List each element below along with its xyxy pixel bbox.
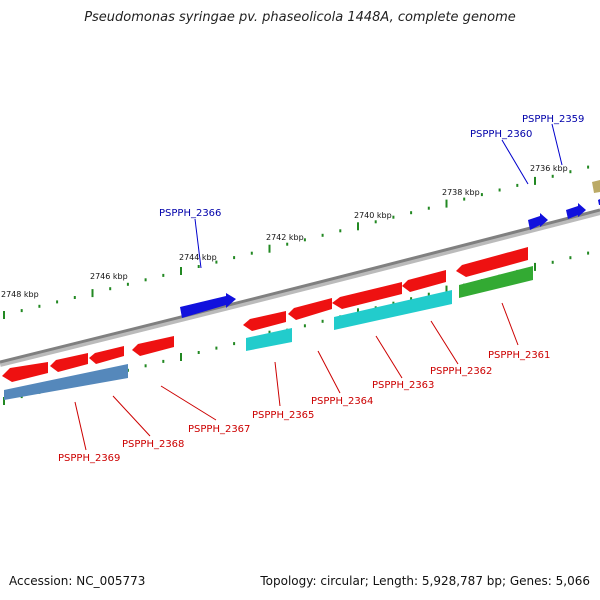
accession-text: Accession: NC_005773 [9, 574, 146, 588]
gene-pspph-2360[interactable] [528, 213, 548, 230]
cds-pspph-2361[interactable] [459, 266, 533, 298]
genome-title: Pseudomonas syringae pv. phaseolicola 14… [84, 10, 516, 25]
label-pspph-2366[interactable]: PSPPH_2366 [159, 208, 221, 219]
ruler-label-2748: 2748 kbp [1, 290, 39, 299]
cds-pspph-2365[interactable] [246, 328, 292, 351]
ruler-label-2738: 2738 kbp [442, 188, 480, 197]
gene-pspph-2361[interactable] [456, 247, 528, 277]
label-pspph-2362[interactable]: PSPPH_2362 [430, 366, 492, 377]
label-pspph-2364[interactable]: PSPPH_2364 [311, 396, 373, 407]
ruler-label-2746: 2746 kbp [90, 272, 128, 281]
label-pspph-2365[interactable]: PSPPH_2365 [252, 410, 314, 421]
label-pspph-2363[interactable]: PSPPH_2363 [372, 380, 434, 391]
gene-pspph-2362[interactable] [402, 270, 446, 292]
backbone-shadow [0, 209, 600, 367]
gene-pspph-2364[interactable] [288, 298, 332, 320]
genome-backbone [0, 208, 600, 364]
label-pspph-2359[interactable]: PSPPH_2359 [522, 114, 584, 125]
label-pspph-2360[interactable]: PSPPH_2360 [470, 129, 532, 140]
cds-khaki[interactable] [592, 180, 600, 193]
ruler-label-2742: 2742 kbp [266, 233, 304, 242]
ruler-outer [3, 165, 590, 319]
gene-pspph-2368[interactable] [50, 353, 88, 372]
label-pspph-2361[interactable]: PSPPH_2361 [488, 350, 550, 361]
ruler-label-2740: 2740 kbp [354, 211, 392, 220]
cds-pspph-2363[interactable] [334, 290, 452, 330]
leader-lines [74, 123, 563, 451]
gene-pspph-2369[interactable] [2, 362, 48, 382]
ruler-label-2736: 2736 kbp [530, 164, 568, 173]
gene-pspph-2366[interactable] [180, 293, 236, 318]
gene-pspph-2368b[interactable] [89, 346, 124, 364]
ruler-label-2744: 2744 kbp [179, 253, 217, 262]
gene-pspph-2363[interactable] [332, 282, 402, 309]
label-pspph-2369[interactable]: PSPPH_2369 [58, 453, 120, 464]
gene-pspph-2367[interactable] [132, 336, 174, 356]
label-pspph-2367[interactable]: PSPPH_2367 [188, 424, 250, 435]
gene-pspph-2359[interactable] [566, 203, 586, 219]
gene-pspph-2365[interactable] [243, 311, 286, 331]
topology-text: Topology: circular; Length: 5,928,787 bp… [260, 574, 590, 588]
cds-pspph-2369[interactable] [4, 364, 128, 400]
label-pspph-2368[interactable]: PSPPH_2368 [122, 439, 184, 450]
